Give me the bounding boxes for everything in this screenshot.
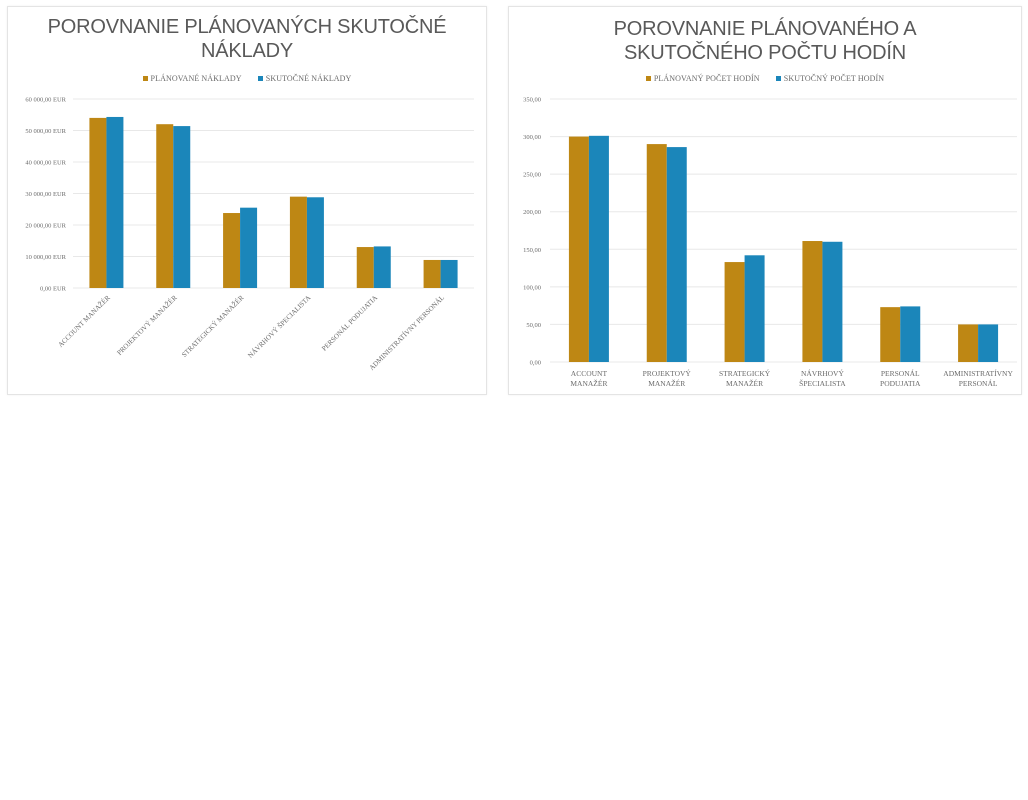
y-tick-label: 40 000,00 EUR	[25, 160, 66, 167]
legend-swatch-actual	[257, 76, 263, 81]
bar-planned	[289, 196, 307, 288]
bar-planned	[423, 259, 441, 288]
bar-planned	[356, 247, 374, 288]
chart-title-line-2: SKUTOČNÉHO POČTU HODÍN	[624, 42, 906, 64]
y-tick-label: 60 000,00 EUR	[25, 97, 66, 104]
y-tick-label: 150,00	[523, 247, 541, 254]
x-category-label: ADMINISTRATÍVNY PERSONÁL	[368, 294, 446, 372]
x-category-label: PERSONÁL	[959, 378, 998, 388]
bar-planned	[880, 307, 901, 362]
y-tick-label: 350,00	[523, 97, 541, 104]
chart-title-line-1: POROVNANIE PLÁNOVANÉHO A	[613, 18, 917, 40]
y-tick-label: 250,00	[523, 172, 541, 179]
chart-plot-area: 0,00 50,00 100,00 150,00 200,00 250,00 300,00 3…	[523, 97, 1017, 388]
x-category-label: MANAŽÉR	[726, 378, 763, 388]
hours-comparison-chart: POROVNANIE PLÁNOVANÉHO A SKUTOČNÉHO POČT…	[508, 6, 1022, 395]
bar-actual	[744, 255, 765, 362]
y-tick-label: 300,00	[523, 134, 541, 141]
bar-actual	[240, 207, 258, 288]
x-category-label: ŠPECIALISTA	[799, 379, 846, 388]
y-tick-label: 50 000,00 EUR	[25, 128, 66, 135]
bar-planned	[724, 262, 745, 362]
x-category-label: ACCOUNT	[571, 369, 608, 378]
bar-planned	[156, 124, 174, 288]
chart-title-line-1: POROVNANIE PLÁNOVANÝCH SKUTOČNÉ	[47, 16, 447, 38]
x-category-label: NÁVRHOVÝ ŠPECIALISTA	[246, 294, 312, 360]
y-tick-label: 0,00 EUR	[40, 286, 67, 293]
y-tick-label: 20 000,00 EUR	[25, 223, 66, 230]
x-category-label: STRATEGICKÝ	[719, 368, 771, 378]
bar-actual	[588, 135, 609, 362]
bar-planned	[223, 213, 241, 288]
x-category-label: ACCOUNT MANAŽÉR	[57, 294, 112, 349]
bar-planned	[89, 117, 107, 289]
bar-actual	[173, 126, 191, 288]
legend-swatch-actual	[775, 76, 781, 81]
chart-title: POROVNANIE PLÁNOVANÉHO A SKUTOČNÉHO POČT…	[509, 17, 1021, 65]
bar-actual	[373, 246, 391, 288]
bar-actual	[440, 259, 458, 288]
x-category-label: PROJEKTOVÝ MANAŽÉR	[115, 294, 178, 357]
chart-plot-area: 0,00 EUR 10 000,00 EUR 20 000,00 EUR 30 000…	[25, 97, 474, 372]
legend-item-actual: SKUTOČNÝ POČET HODÍN	[775, 74, 885, 83]
bar-planned	[646, 144, 667, 362]
legend-label-planned: PLÁNOVANÝ POČET HODÍN	[653, 74, 760, 83]
bar-actual	[900, 306, 921, 362]
legend-item-actual: SKUTOČNÉ NÁKLADY	[257, 74, 352, 83]
chart-legend: PLÁNOVANÝ POČET HODÍN SKUTOČNÝ POČET HOD…	[509, 74, 1021, 83]
chart-legend: PLÁNOVANÉ NÁKLADY SKUTOČNÉ NÁKLADY	[8, 74, 486, 83]
bar-actual	[666, 147, 687, 362]
y-tick-label: 30 000,00 EUR	[25, 191, 66, 198]
bar-actual	[978, 324, 999, 362]
legend-label-actual: SKUTOČNÝ POČET HODÍN	[783, 74, 885, 83]
bar-actual	[822, 241, 843, 362]
cost-comparison-chart: POROVNANIE PLÁNOVANÝCH SKUTOČNÉ NÁKLADY …	[7, 6, 487, 395]
bar-actual	[106, 116, 124, 288]
bar-planned	[958, 324, 979, 362]
x-category-label: PROJEKTOVÝ	[643, 368, 692, 378]
y-tick-label: 50,00	[526, 322, 541, 329]
bar-planned	[802, 241, 823, 362]
y-tick-label: 0,00	[530, 360, 541, 367]
y-tick-label: 10 000,00 EUR	[25, 254, 66, 261]
legend-item-planned: PLÁNOVANÉ NÁKLADY	[142, 74, 242, 83]
x-category-label: STRATEGICKÝ MANAŽÉR	[180, 294, 245, 359]
chart-title: POROVNANIE PLÁNOVANÝCH SKUTOČNÉ NÁKLADY	[8, 15, 486, 63]
x-category-label: MANAŽÉR	[648, 378, 685, 388]
legend-swatch-planned	[142, 76, 148, 81]
bar-planned	[568, 136, 589, 362]
x-category-label: PERSONÁL PODUJATIA	[320, 294, 379, 353]
x-category-label: ADMINISTRATÍVNY	[943, 368, 1013, 378]
y-tick-label: 100,00	[523, 284, 541, 291]
y-tick-label: 200,00	[523, 209, 541, 216]
legend-item-planned: PLÁNOVANÝ POČET HODÍN	[645, 74, 760, 83]
x-category-label: MANAŽÉR	[570, 378, 607, 388]
x-category-label: NÁVRHOVÝ	[801, 368, 845, 378]
legend-label-planned: PLÁNOVANÉ NÁKLADY	[150, 74, 242, 83]
bar-actual	[306, 197, 324, 288]
legend-swatch-planned	[645, 76, 651, 81]
chart-title-line-2: NÁKLADY	[201, 40, 293, 62]
x-category-label: PERSONÁL	[881, 368, 920, 378]
x-category-label: PODUJATIA	[880, 379, 921, 388]
legend-label-actual: SKUTOČNÉ NÁKLADY	[265, 74, 352, 83]
